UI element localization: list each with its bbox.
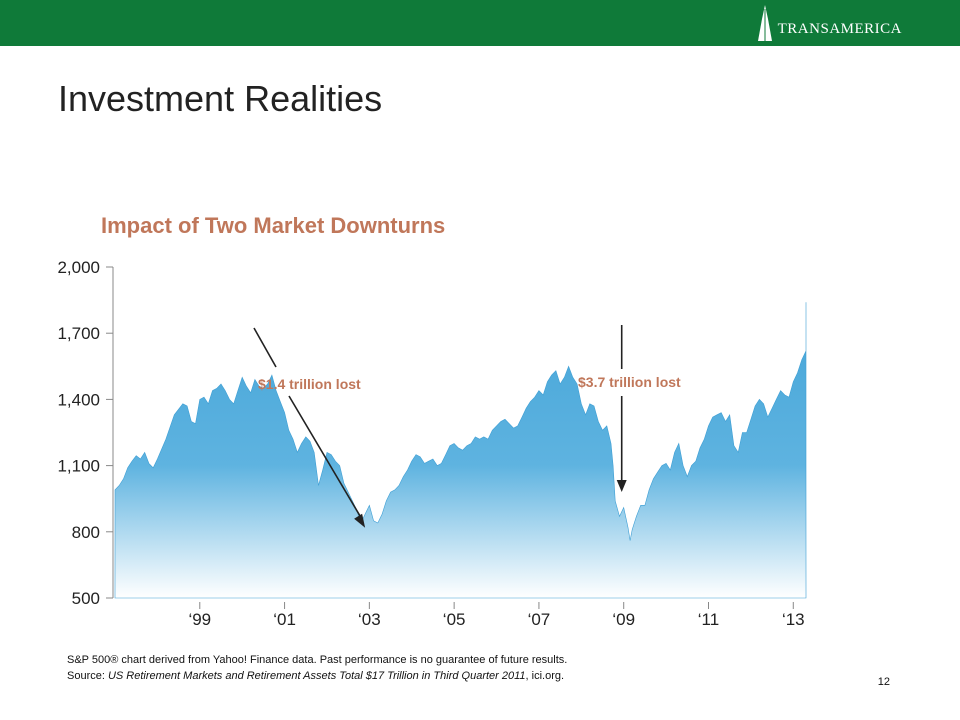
x-tick-label: ‘05	[443, 610, 466, 629]
footnote-disclaimer: S&P 500® chart derived from Yahoo! Finan…	[67, 654, 568, 666]
annotation-label: $1.4 trillion lost	[258, 376, 361, 392]
brand-logo: TRANSAMERICA	[756, 4, 902, 44]
page-number: 12	[877, 676, 890, 688]
annotation-arrowhead	[616, 480, 627, 492]
y-tick-label: 500	[72, 589, 100, 608]
y-tick-label: 1,700	[57, 324, 100, 343]
source-suffix: , ici.org.	[525, 670, 565, 682]
x-tick-label: ‘09	[612, 610, 635, 629]
x-tick-label: ‘13	[782, 610, 805, 629]
y-tick-label: 2,000	[57, 258, 100, 277]
annotation-label: $3.7 trillion lost	[578, 374, 681, 390]
pyramid-building-icon	[756, 5, 774, 43]
footnote-source: Source: US Retirement Markets and Retire…	[67, 668, 567, 684]
x-tick-label: ‘03	[358, 610, 381, 629]
x-tick-label: ‘07	[528, 610, 551, 629]
source-prefix: Source:	[67, 670, 108, 682]
x-tick-label: ‘11	[698, 610, 719, 629]
y-tick-label: 1,400	[57, 390, 100, 409]
chart-title: Impact of Two Market Downturns	[101, 213, 445, 238]
annotation-arrow	[253, 327, 277, 368]
x-tick-label: ‘01	[273, 610, 296, 629]
annotation-arrowhead	[354, 513, 366, 528]
annotation-arrow	[288, 395, 362, 519]
footnote: S&P 500® chart derived from Yahoo! Finan…	[67, 652, 567, 684]
brand-name: TRANSAMERICA	[777, 20, 902, 37]
y-tick-label: 1,100	[57, 457, 100, 476]
header-bar: TRANSAMERICA	[0, 0, 960, 46]
source-title: US Retirement Markets and Retirement Ass…	[107, 670, 526, 682]
series-area	[114, 302, 807, 599]
y-tick-label: 800	[72, 523, 100, 542]
x-tick-label: ‘99	[188, 610, 211, 629]
page-title: Investment Realities	[58, 78, 383, 119]
